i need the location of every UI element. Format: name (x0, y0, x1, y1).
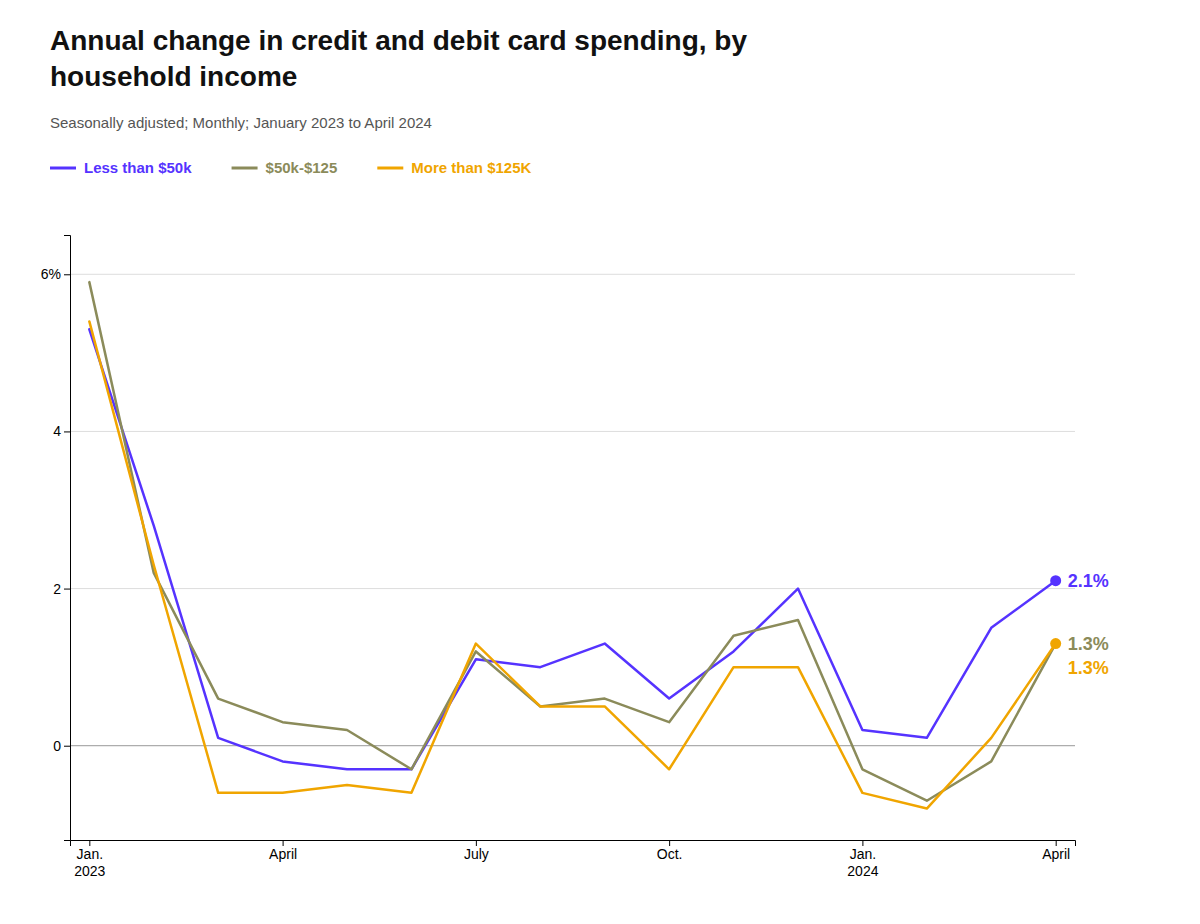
x-axis-line (71, 841, 1076, 847)
x-tick: Jan.2024 (847, 840, 878, 879)
legend-label: $50k-$125 (266, 159, 338, 176)
end-point (1050, 575, 1061, 586)
end-point (1050, 638, 1061, 649)
legend-label: Less than $50k (84, 159, 192, 176)
series-line (89, 321, 1055, 808)
data-labels: 2.1% 1.3% 1.3% (1068, 571, 1109, 678)
x-tick: Jan.2023 (74, 840, 105, 879)
data-label: 1.3% (1068, 658, 1109, 678)
legend-item: Less than $50k (50, 159, 192, 176)
x-tick-label: April (269, 846, 297, 862)
y-axis-line (64, 236, 71, 841)
y-tick: 4 (53, 423, 70, 439)
y-tick-mark (64, 274, 70, 275)
plot-area (89, 282, 1061, 808)
x-tick: April (1042, 840, 1070, 862)
y-tick: 6% (41, 266, 70, 282)
x-tick-label: Jan.2024 (847, 846, 878, 879)
x-tick-label: April (1042, 846, 1070, 862)
y-tick: 2 (53, 581, 70, 597)
x-tick-label: Oct. (657, 846, 683, 862)
y-tick: 0 (53, 738, 70, 754)
grid-line (70, 588, 1075, 589)
grid-line (70, 274, 1075, 275)
grid-line (70, 431, 1075, 432)
x-tick-label: July (464, 846, 489, 862)
x-tick: July (464, 840, 489, 862)
title: Annual change in credit and debit card s… (50, 25, 747, 92)
chart: Annual change in credit and debit card s… (0, 0, 1200, 924)
legend-item: More than $125K (377, 159, 531, 176)
y-axis: 0 2 4 6% (41, 236, 71, 841)
y-tick-mark (64, 589, 70, 590)
x-tick: April (269, 840, 297, 862)
legend-swatch (232, 167, 258, 170)
legend: Less than $50k $50k-$125 More than $125K (50, 159, 532, 176)
legend-label: More than $125K (411, 159, 531, 176)
grid-line (70, 745, 1075, 746)
data-label: 1.3% (1068, 634, 1109, 654)
y-tick-label: 4 (53, 423, 61, 439)
data-label: 2.1% (1068, 571, 1109, 591)
y-tick-label: 6% (41, 266, 61, 282)
legend-swatch (377, 167, 403, 170)
y-tick-mark (64, 746, 70, 747)
y-tick-label: 2 (53, 581, 61, 597)
x-tick-label: Jan.2023 (74, 846, 105, 879)
grid (70, 274, 1075, 745)
subtitle: Seasonally adjusted; Monthly; January 20… (50, 114, 432, 131)
x-axis: Jan.2023 April July Oct. Jan.2024 April (71, 840, 1076, 879)
y-tick-mark (64, 431, 70, 432)
series-line (89, 282, 1055, 801)
x-tick: Oct. (657, 840, 683, 862)
y-tick-label: 0 (53, 738, 61, 754)
legend-item: $50k-$125 (232, 159, 338, 176)
legend-swatch (50, 167, 76, 170)
